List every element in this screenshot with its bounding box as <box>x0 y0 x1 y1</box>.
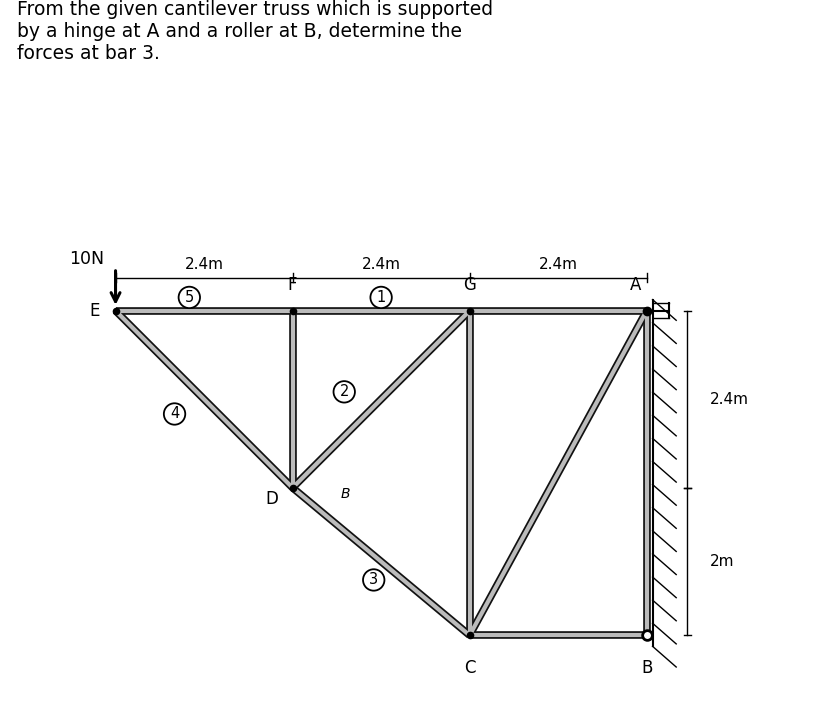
Text: 2.4m: 2.4m <box>184 258 224 273</box>
Text: 2.4m: 2.4m <box>710 392 748 407</box>
Text: 1: 1 <box>376 290 385 305</box>
Text: 2.4m: 2.4m <box>362 258 401 273</box>
Text: F: F <box>287 276 297 294</box>
Text: D: D <box>265 490 278 508</box>
Text: 4: 4 <box>170 407 179 422</box>
Text: 2: 2 <box>339 384 349 400</box>
Text: B: B <box>340 487 350 500</box>
Text: 5: 5 <box>184 290 194 305</box>
Text: B: B <box>641 659 652 677</box>
Text: From the given cantilever truss which is supported
by a hinge at A and a roller : From the given cantilever truss which is… <box>17 0 493 63</box>
Text: A: A <box>630 276 641 294</box>
Text: 2m: 2m <box>710 554 734 569</box>
Text: 3: 3 <box>370 573 378 587</box>
Text: 10N: 10N <box>70 250 105 268</box>
Text: C: C <box>464 659 475 677</box>
Text: G: G <box>463 276 476 294</box>
Text: 2.4m: 2.4m <box>539 258 577 273</box>
Text: E: E <box>89 301 100 320</box>
